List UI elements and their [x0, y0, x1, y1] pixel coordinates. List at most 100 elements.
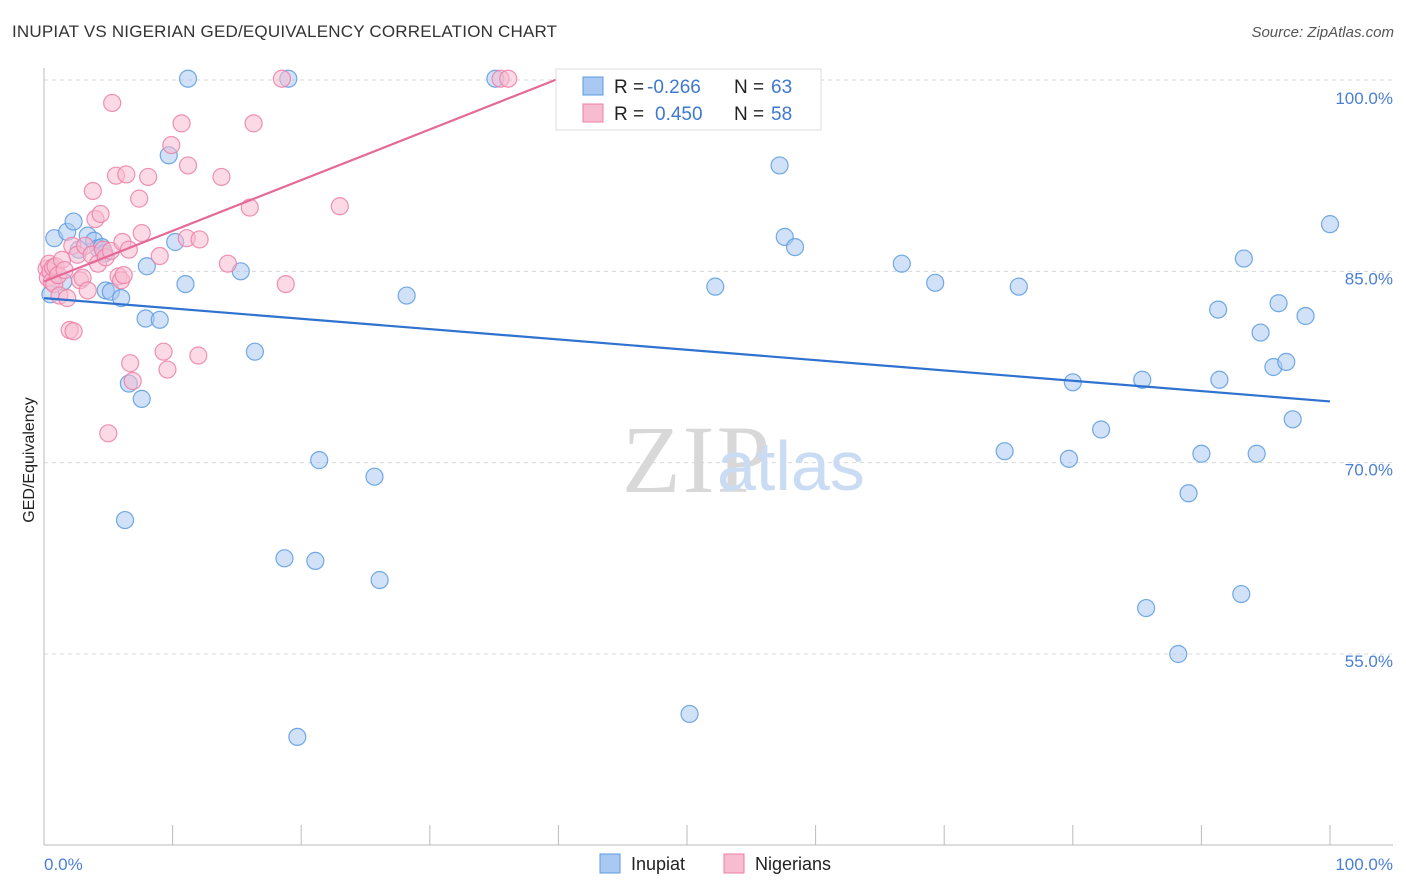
inupiat-point — [370, 570, 389, 590]
nigerians-point — [499, 69, 518, 88]
nigerians-point — [162, 135, 181, 155]
inupiat-point — [706, 277, 725, 296]
inupiat-point — [1320, 215, 1340, 234]
inupiat-point — [1192, 444, 1211, 463]
inupiat-point — [1169, 644, 1188, 664]
grid-layer — [44, 79, 1393, 655]
ytick-labels: 55.0% 70.0% 85.0% 100.0% — [1335, 89, 1393, 671]
watermark: ZIP atlas — [622, 406, 865, 513]
inupiat-point — [137, 257, 156, 276]
inupiat-point — [178, 69, 198, 88]
nigerians-point — [64, 322, 83, 341]
points-layer — [37, 69, 1340, 747]
nigerians-point — [276, 274, 295, 294]
nigerians-point — [272, 69, 292, 88]
nigerians-point — [218, 254, 237, 273]
stats-r-label-inupiat: R = — [614, 77, 644, 98]
inupiat-point — [150, 310, 169, 329]
trend-layer — [43, 77, 1331, 403]
inupiat-point — [680, 704, 699, 724]
legend-swatch-inupiat — [599, 853, 621, 874]
nigerians-point — [99, 424, 118, 443]
stats-n-label-inupiat: N = — [734, 77, 764, 98]
series-legend: Inupiat Nigerians — [599, 853, 831, 874]
y-tick-label: 55.0% — [1345, 652, 1393, 671]
nigerians-point — [240, 198, 259, 217]
legend-label-nigerians: Nigerians — [755, 854, 831, 874]
stats-swatch-inupiat — [582, 76, 604, 96]
nigerians-point — [103, 93, 122, 113]
axes-layer — [43, 68, 1393, 846]
inupiat-trend-line — [43, 297, 1331, 403]
inupiat-point — [397, 286, 416, 305]
legend-swatch-nigerians — [723, 853, 745, 874]
inupiat-point — [926, 273, 945, 292]
inupiat-point — [770, 156, 789, 175]
nigerians-point — [130, 189, 149, 208]
inupiat-point — [995, 442, 1014, 461]
inupiat-point — [785, 237, 805, 257]
watermark-zip: ZIP — [622, 406, 772, 513]
inupiat-point — [1137, 598, 1156, 618]
inupiat-point — [310, 451, 329, 470]
inupiat-point — [1179, 484, 1198, 503]
inupiat-point — [1277, 352, 1296, 371]
stats-n-value-inupiat: 63 — [771, 77, 792, 98]
inupiat-point — [112, 289, 131, 308]
stats-r-value-inupiat: -0.266 — [647, 77, 701, 98]
inupiat-point — [245, 342, 265, 361]
source-label: Source: ZipAtlas.com — [1251, 24, 1394, 41]
x-tick-label-max: 100.0% — [1335, 855, 1393, 874]
nigerians-point — [244, 114, 263, 133]
inupiat-point — [64, 212, 83, 231]
y-tick-label: 70.0% — [1345, 461, 1393, 480]
nigerians-point — [123, 371, 142, 391]
nigerians-point — [132, 223, 151, 243]
inupiat-point — [1059, 449, 1079, 468]
nigerians-point — [78, 281, 97, 300]
stats-legend: R = -0.266 N = 63 R = 0.450 N = 58 — [555, 68, 822, 131]
y-tick-label: 85.0% — [1345, 269, 1393, 288]
nigerians-point — [158, 360, 177, 379]
watermark-atlas: atlas — [717, 427, 865, 505]
nigerians-point — [58, 289, 77, 308]
nigerians-point — [212, 167, 231, 187]
nigerians-point — [154, 342, 173, 361]
inupiat-point — [1251, 323, 1270, 342]
inupiat-point — [1283, 410, 1302, 429]
nigerians-point — [172, 114, 191, 133]
inupiat-point — [1209, 300, 1228, 319]
inupiat-point — [1232, 584, 1251, 604]
inupiat-point — [1247, 444, 1266, 463]
stats-r-label-nigerians: R = — [614, 104, 644, 125]
nigerians-point — [189, 346, 208, 365]
legend-label-inupiat: Inupiat — [631, 854, 685, 874]
nigerians-point — [91, 204, 110, 224]
inupiat-point — [288, 727, 307, 747]
chart-title: INUPIAT VS NIGERIAN GED/EQUIVALENCY CORR… — [12, 22, 558, 41]
nigerians-point — [330, 197, 349, 216]
nigerians-point — [121, 354, 140, 373]
nigerians-trend-line — [43, 77, 559, 283]
nigerians-point — [150, 246, 169, 266]
inupiat-point — [275, 549, 294, 568]
inupiat-point — [892, 254, 911, 273]
inupiat-point — [1296, 306, 1315, 326]
inupiat-point — [115, 510, 135, 530]
x-tick-label-min: 0.0% — [44, 855, 83, 874]
inupiat-point — [132, 389, 151, 408]
y-axis-label: GED/Equivalency — [21, 397, 38, 523]
y-tick-label: 100.0% — [1335, 89, 1393, 108]
inupiat-point — [1091, 420, 1111, 439]
stats-n-value-nigerians: 58 — [771, 104, 792, 125]
nigerians-point — [114, 266, 133, 285]
inupiat-point — [1133, 370, 1152, 389]
inupiat-point — [365, 467, 384, 486]
inupiat-point — [1210, 370, 1229, 389]
nigerians-point — [139, 167, 158, 187]
stats-n-label-nigerians: N = — [734, 104, 764, 125]
inupiat-point — [1009, 277, 1028, 296]
nigerians-point — [190, 230, 209, 249]
stats-swatch-nigerians — [582, 103, 604, 123]
